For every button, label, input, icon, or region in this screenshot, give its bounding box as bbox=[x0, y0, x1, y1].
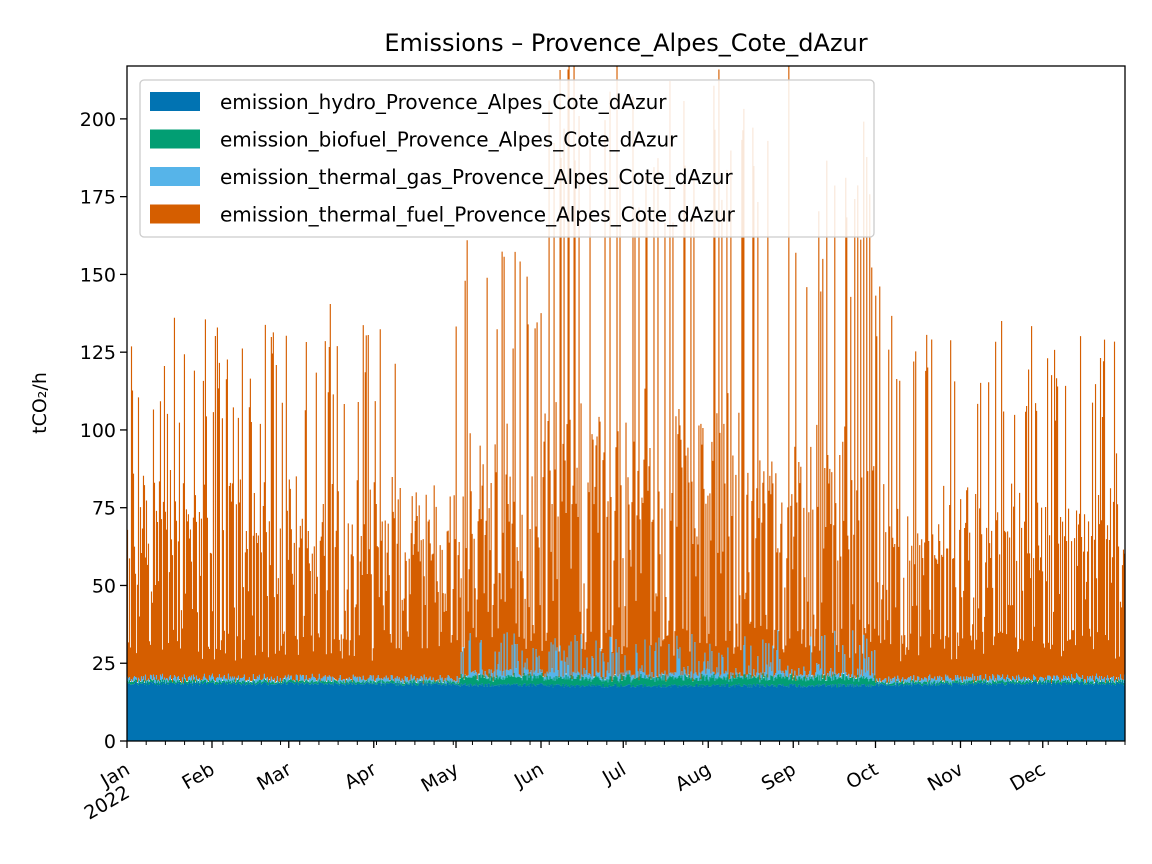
y-tick-label: 25 bbox=[92, 653, 116, 675]
x-tick-label: Mar bbox=[253, 758, 295, 795]
y-tick-label: 175 bbox=[80, 187, 116, 209]
legend-label: emission_thermal_fuel_Provence_Alpes_Cot… bbox=[220, 203, 736, 227]
y-tick-label: 150 bbox=[80, 264, 116, 286]
legend-label: emission_biofuel_Provence_Alpes_Cote_dAz… bbox=[220, 128, 678, 152]
plot-area bbox=[127, 66, 1125, 741]
x-tick-label: Jul bbox=[598, 758, 630, 789]
chart-title: Emissions – Provence_Alpes_Cote_dAzur bbox=[384, 29, 867, 57]
x-tick-label: Oct bbox=[843, 758, 882, 793]
legend-label: emission_hydro_Provence_Alpes_Cote_dAzur bbox=[220, 90, 667, 114]
legend-swatch bbox=[150, 167, 200, 186]
legend-swatch bbox=[150, 129, 200, 149]
y-tick-label: 50 bbox=[92, 575, 116, 597]
x-tick-label: Jun bbox=[510, 758, 548, 792]
x-tick-label: Aug bbox=[672, 758, 715, 796]
legend: emission_hydro_Provence_Alpes_Cote_dAzur… bbox=[139, 79, 875, 238]
legend-swatch bbox=[150, 204, 200, 224]
y-axis: 0 25 50 75 100 125 150 175 200 bbox=[80, 109, 127, 753]
y-tick-label: 75 bbox=[92, 498, 116, 520]
y-tick-label: 200 bbox=[80, 109, 116, 131]
y-tick-label: 0 bbox=[104, 731, 116, 753]
x-tick-label: May bbox=[417, 758, 462, 797]
x-tick-label: Nov bbox=[924, 758, 967, 796]
x-tick-label: Apr bbox=[341, 758, 381, 794]
series-hydro bbox=[127, 681, 1125, 741]
x-tick-label: Feb bbox=[178, 758, 218, 794]
legend-box bbox=[139, 79, 875, 238]
x-tick-label: Sep bbox=[758, 758, 800, 795]
y-tick-label: 125 bbox=[80, 342, 116, 364]
y-axis-label: tCO₂/h bbox=[29, 372, 51, 434]
legend-label: emission_thermal_gas_Provence_Alpes_Cote… bbox=[220, 165, 733, 189]
x-tick-label: Dec bbox=[1006, 758, 1049, 795]
y-tick-label: 100 bbox=[80, 420, 116, 442]
legend-swatch bbox=[150, 92, 200, 111]
